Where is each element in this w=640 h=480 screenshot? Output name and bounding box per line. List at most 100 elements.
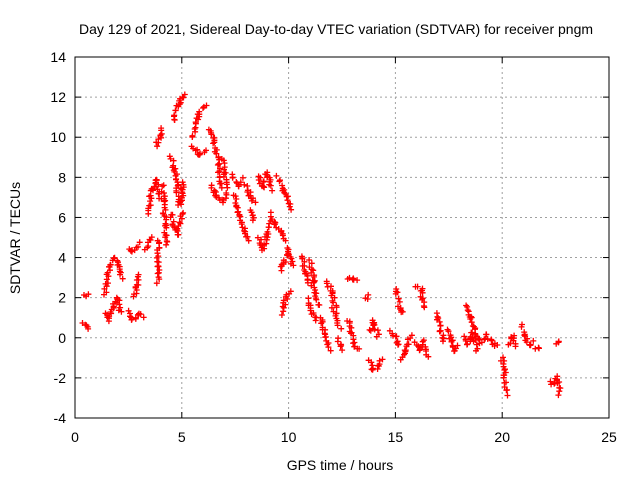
y-tick-label: 8 [58,169,66,185]
data-point [155,136,162,143]
data-point [232,193,239,200]
data-point [191,126,198,132]
data-point [250,195,256,202]
data-point [215,169,221,176]
data-point [436,328,443,335]
data-point [213,150,220,157]
data-point [464,307,471,314]
data-point [282,293,289,300]
data-point [374,327,381,334]
data-point [445,328,452,335]
data-point [464,303,471,310]
data-point [392,290,399,297]
data-point [408,332,415,339]
data-point [172,107,179,114]
data-point [354,277,361,284]
data-point [405,341,412,348]
data-point [267,182,274,189]
data-point [208,131,215,138]
data-point [164,238,171,245]
y-tick-label: -4 [54,410,67,426]
data-point [395,295,402,302]
data-point [536,345,542,352]
data-point [554,380,561,387]
data-point [504,392,511,399]
data-point [162,234,169,241]
data-point [218,184,225,191]
data-point [208,184,215,191]
data-point [153,280,160,287]
data-point [395,341,402,348]
y-tick-label: 12 [50,89,66,105]
data-point [117,304,124,311]
data-point [237,179,244,186]
axis-ticks [74,56,610,419]
data-point [334,338,341,345]
data-point [328,304,335,311]
data-point [556,388,563,395]
data-point [161,213,168,219]
y-tick-label: -2 [54,370,67,386]
data-point [180,209,187,216]
data-point [523,339,530,346]
data-point [269,187,276,194]
data-point [245,237,252,244]
data-point [379,356,386,363]
data-point [310,273,317,280]
data-point [366,326,373,333]
data-point [494,342,501,348]
data-point [310,279,317,286]
data-point [239,174,246,181]
data-point [280,297,287,304]
y-tick-label: 0 [58,330,66,346]
data-point [446,335,453,342]
data-point [555,338,562,345]
data-point [163,224,170,231]
data-point [254,234,261,241]
data-point [284,197,291,204]
data-point [323,280,330,287]
data-point [224,184,231,191]
data-point [521,332,528,339]
data-point [229,174,236,181]
data-point [154,143,161,150]
data-point [299,255,306,262]
data-point [464,341,471,347]
x-tick-label: 25 [601,429,617,445]
data-point [470,338,477,345]
data-point [157,132,164,139]
data-point [176,219,183,226]
x-tick-label: 20 [494,429,510,445]
data-point [255,177,262,183]
data-point [271,221,278,228]
data-point [117,271,123,278]
data-point [103,289,110,296]
data-point [327,347,334,354]
data-point [278,229,285,236]
data-point [85,291,92,298]
data-point [161,190,167,196]
data-point [373,333,380,340]
data-point [203,147,209,154]
data-point [181,91,188,98]
data-point [282,237,289,244]
data-point [214,162,221,168]
data-point [527,341,534,348]
data-point [351,343,358,350]
data-point [145,205,152,212]
data-point [288,206,295,213]
data-point [420,337,427,344]
data-point [238,221,245,228]
data-point [530,337,537,344]
data-point [500,354,506,361]
data-point [501,357,508,364]
data-point [518,323,525,330]
data-point [339,347,346,354]
data-point [200,105,206,111]
data-point [249,212,256,219]
data-point [311,279,318,285]
data-point [213,194,220,200]
data-point [196,108,203,115]
y-tick-label: 14 [50,49,66,65]
